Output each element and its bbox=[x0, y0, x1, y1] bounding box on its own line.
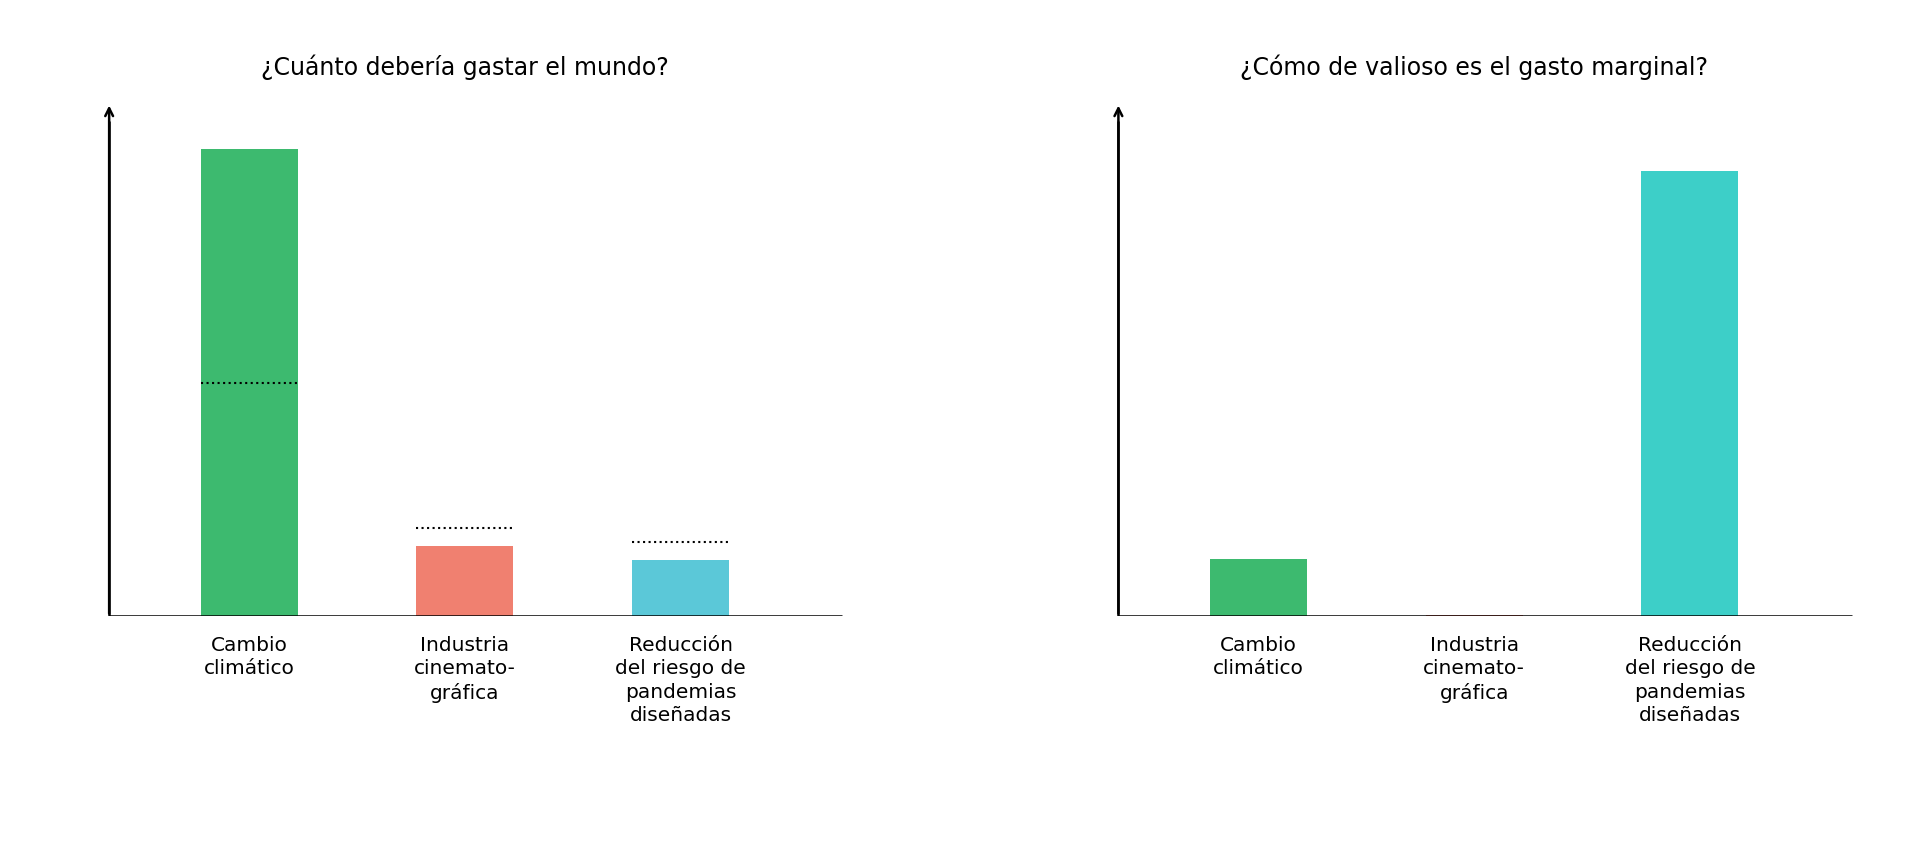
Bar bbox=[1427, 615, 1523, 616]
Bar bbox=[1210, 559, 1308, 616]
Title: ¿Cómo de valioso es el gasto marginal?: ¿Cómo de valioso es el gasto marginal? bbox=[1240, 55, 1709, 80]
Bar bbox=[202, 150, 298, 616]
Bar bbox=[1642, 171, 1738, 616]
Title: ¿Cuánto debería gastar el mundo?: ¿Cuánto debería gastar el mundo? bbox=[261, 55, 668, 80]
Bar bbox=[417, 546, 513, 616]
Bar bbox=[632, 561, 730, 616]
